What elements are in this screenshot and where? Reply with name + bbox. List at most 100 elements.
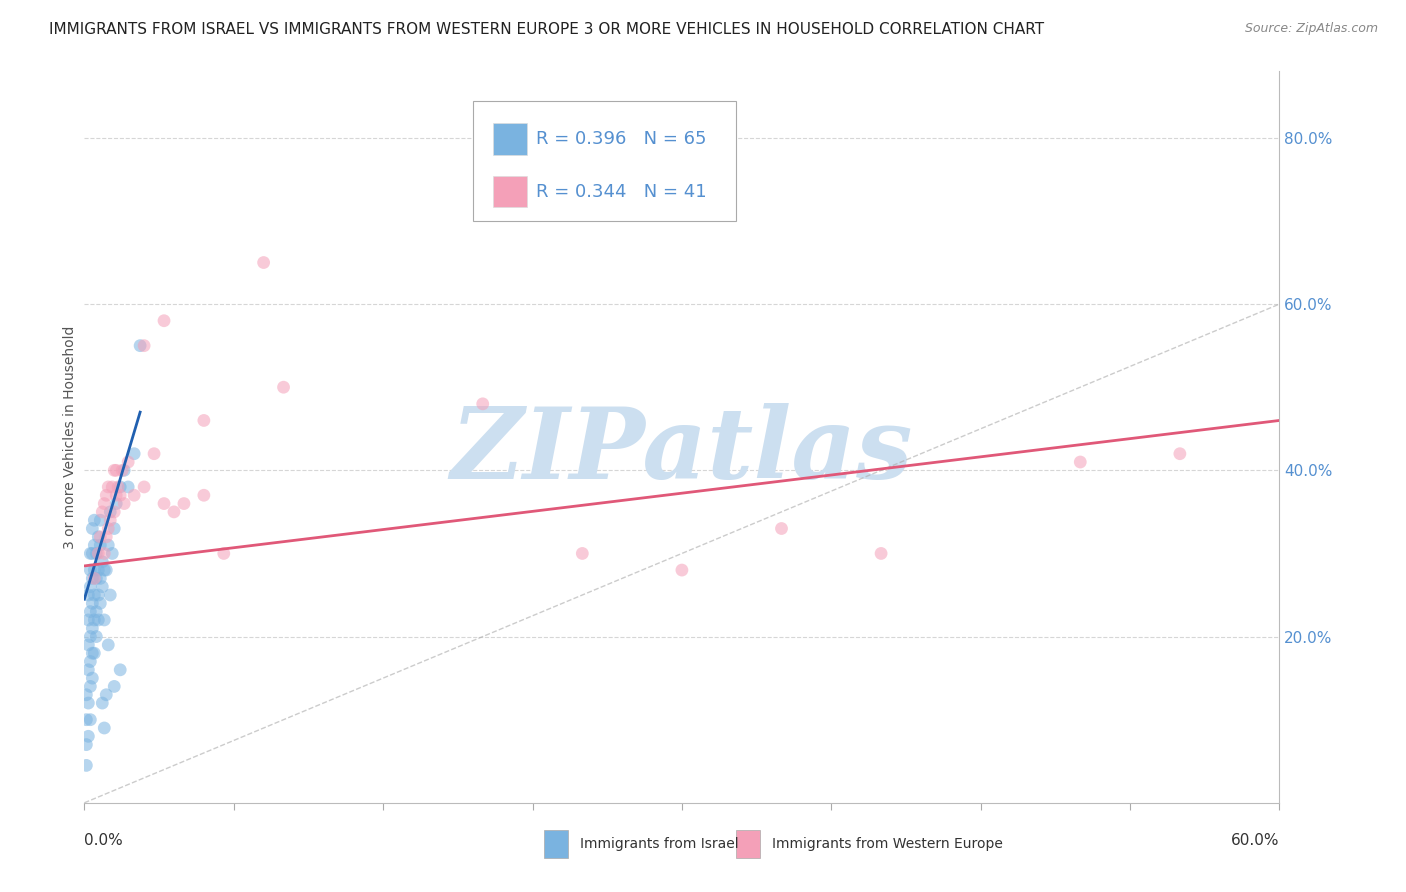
Point	[96, 530, 118, 544]
Point	[75, 688, 97, 702]
Point	[132, 480, 156, 494]
Point	[77, 638, 100, 652]
Point	[83, 613, 105, 627]
Point	[83, 538, 105, 552]
Point	[87, 563, 110, 577]
Point	[75, 713, 97, 727]
Point	[83, 571, 105, 585]
Text: IMMIGRANTS FROM ISRAEL VS IMMIGRANTS FROM WESTERN EUROPE 3 OR MORE VEHICLES IN H: IMMIGRANTS FROM ISRAEL VS IMMIGRANTS FRO…	[49, 22, 1045, 37]
Point	[79, 713, 101, 727]
Point	[91, 505, 114, 519]
Point	[471, 397, 494, 411]
Point	[83, 563, 105, 577]
Text: Immigrants from Western Europe: Immigrants from Western Europe	[772, 837, 1002, 851]
Point	[83, 646, 105, 660]
Point	[82, 546, 104, 560]
Point	[93, 546, 115, 560]
Text: R = 0.344   N = 41: R = 0.344 N = 41	[536, 183, 707, 201]
Point	[91, 555, 114, 569]
Text: 60.0%: 60.0%	[1232, 833, 1279, 848]
Point	[93, 497, 115, 511]
Y-axis label: 3 or more Vehicles in Household: 3 or more Vehicles in Household	[63, 326, 77, 549]
Point	[77, 729, 100, 743]
Point	[143, 447, 166, 461]
Point	[101, 546, 124, 560]
Point	[105, 463, 128, 477]
Point	[83, 588, 105, 602]
Point	[79, 680, 101, 694]
FancyBboxPatch shape	[472, 101, 735, 221]
Point	[110, 480, 132, 494]
FancyBboxPatch shape	[494, 123, 527, 154]
Point	[153, 497, 176, 511]
Point	[273, 380, 295, 394]
Point	[93, 613, 115, 627]
Point	[86, 571, 108, 585]
Point	[571, 546, 593, 560]
Point	[117, 480, 139, 494]
Point	[107, 480, 129, 494]
Point	[212, 546, 235, 560]
Point	[89, 530, 111, 544]
Point	[97, 521, 120, 535]
Point	[77, 613, 100, 627]
Point	[111, 463, 134, 477]
FancyBboxPatch shape	[494, 176, 527, 208]
Point	[79, 580, 101, 594]
Text: Source: ZipAtlas.com: Source: ZipAtlas.com	[1244, 22, 1378, 36]
Text: 0.0%: 0.0%	[84, 833, 124, 848]
Point	[671, 563, 693, 577]
Point	[82, 646, 104, 660]
Point	[91, 580, 114, 594]
Point	[77, 696, 100, 710]
Point	[163, 505, 186, 519]
Text: Immigrants from Israel: Immigrants from Israel	[581, 837, 740, 851]
Point	[98, 505, 121, 519]
Point	[82, 571, 104, 585]
Point	[79, 605, 101, 619]
Point	[79, 655, 101, 669]
Point	[253, 255, 276, 269]
Point	[82, 671, 104, 685]
Point	[129, 338, 152, 352]
Point	[193, 488, 215, 502]
Point	[75, 738, 97, 752]
Point	[105, 497, 128, 511]
Point	[112, 497, 135, 511]
Point	[79, 563, 101, 577]
Point	[122, 447, 145, 461]
Point	[82, 621, 104, 635]
Point	[82, 521, 104, 535]
Point	[122, 488, 145, 502]
Point	[89, 596, 111, 610]
Point	[93, 563, 115, 577]
Point	[103, 463, 125, 477]
Point	[173, 497, 195, 511]
Point	[1168, 447, 1191, 461]
FancyBboxPatch shape	[735, 830, 759, 858]
Point	[89, 538, 111, 552]
Point	[82, 596, 104, 610]
Point	[770, 521, 793, 535]
Point	[87, 588, 110, 602]
Point	[110, 663, 132, 677]
Point	[153, 314, 176, 328]
Point	[77, 588, 100, 602]
Point	[103, 505, 125, 519]
Point	[105, 488, 128, 502]
Point	[96, 688, 118, 702]
Point	[86, 605, 108, 619]
Point	[89, 571, 111, 585]
Point	[97, 538, 120, 552]
Point	[77, 663, 100, 677]
Point	[1069, 455, 1091, 469]
Point	[87, 613, 110, 627]
Point	[103, 680, 125, 694]
Point	[117, 455, 139, 469]
Point	[86, 630, 108, 644]
Point	[83, 513, 105, 527]
Point	[132, 338, 156, 352]
Point	[89, 513, 111, 527]
Point	[91, 696, 114, 710]
Point	[96, 488, 118, 502]
